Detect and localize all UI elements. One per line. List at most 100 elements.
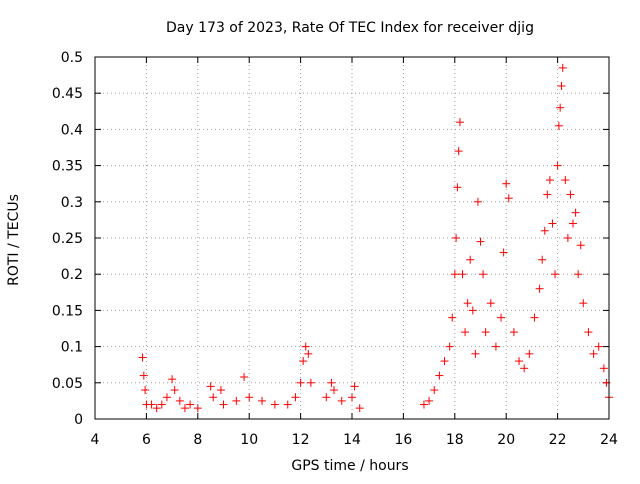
x-tick-label: 12 <box>292 432 310 448</box>
data-point <box>589 349 598 358</box>
data-point <box>574 270 583 279</box>
x-tick-label: 4 <box>91 432 100 448</box>
data-point <box>245 393 254 402</box>
data-point <box>561 176 570 185</box>
data-point <box>569 219 578 228</box>
data-point <box>476 237 485 246</box>
data-point <box>448 313 457 322</box>
data-point <box>594 342 603 351</box>
data-point <box>502 179 511 188</box>
data-point <box>301 342 310 351</box>
data-points <box>138 63 613 413</box>
data-point <box>530 313 539 322</box>
data-point <box>479 270 488 279</box>
data-point <box>579 299 588 308</box>
data-point <box>557 81 566 90</box>
x-tick-label: 20 <box>497 432 515 448</box>
data-point <box>504 194 513 203</box>
data-point <box>435 371 444 380</box>
data-point <box>553 161 562 170</box>
data-point <box>453 183 462 192</box>
data-point <box>481 328 490 337</box>
data-point <box>304 349 313 358</box>
y-tick-label: 0.15 <box>52 303 83 319</box>
data-point <box>355 404 364 413</box>
y-tick-label: 0.4 <box>61 122 83 138</box>
data-point <box>599 364 608 373</box>
y-tick-label: 0.25 <box>52 231 83 247</box>
data-point <box>556 103 565 112</box>
data-point <box>525 349 534 358</box>
data-point <box>540 226 549 235</box>
data-point <box>450 270 459 279</box>
data-point <box>499 248 508 257</box>
grid-lines <box>95 57 609 419</box>
data-point <box>430 386 439 395</box>
data-point <box>322 393 331 402</box>
data-point <box>520 364 529 373</box>
data-point <box>330 386 339 395</box>
chart-title: Day 173 of 2023, Rate Of TEC Index for r… <box>166 20 534 36</box>
data-point <box>327 378 336 387</box>
data-point <box>576 241 585 250</box>
data-point <box>468 306 477 315</box>
data-point <box>348 393 356 402</box>
data-point <box>461 328 470 337</box>
x-tick-label: 14 <box>343 432 361 448</box>
data-point <box>141 386 150 395</box>
plot-frame <box>94 56 610 420</box>
data-point <box>147 400 156 409</box>
data-point <box>216 386 225 395</box>
data-point <box>193 404 202 413</box>
x-tick-label: 22 <box>549 432 567 448</box>
data-point <box>152 404 161 413</box>
data-point <box>538 255 547 264</box>
y-tick-label: 0.35 <box>52 159 83 175</box>
data-point <box>473 197 482 206</box>
data-point <box>206 382 215 391</box>
x-tick-label: 10 <box>240 432 258 448</box>
data-point <box>543 190 552 199</box>
y-tick-label: 0.1 <box>61 340 83 356</box>
data-point <box>209 393 218 402</box>
data-point <box>306 378 315 387</box>
data-point <box>157 400 166 409</box>
data-point <box>138 353 147 362</box>
data-point <box>425 396 434 405</box>
y-tick-label: 0.05 <box>52 376 83 392</box>
data-point <box>458 270 467 279</box>
y-tick-label: 0.5 <box>61 50 83 66</box>
data-point <box>175 396 184 405</box>
data-point <box>180 404 189 413</box>
y-axis-label: ROTI / TECUs <box>6 194 22 286</box>
data-point <box>551 270 560 279</box>
data-point <box>455 118 464 127</box>
y-tick-label: 0.2 <box>61 267 83 283</box>
data-point <box>486 299 495 308</box>
data-point <box>170 386 179 395</box>
data-point <box>548 219 557 228</box>
y-tick-label: 0.45 <box>52 86 83 102</box>
data-point <box>240 373 249 382</box>
x-tick-label: 24 <box>600 432 618 448</box>
data-point <box>584 328 593 337</box>
x-tick-label: 16 <box>394 432 412 448</box>
data-point <box>350 382 359 391</box>
data-point <box>545 176 554 185</box>
data-point <box>270 400 279 409</box>
x-tick-label: 18 <box>446 432 464 448</box>
x-axis-label: GPS time / hours <box>291 458 408 474</box>
data-point <box>491 342 500 351</box>
data-point <box>168 375 177 384</box>
data-point <box>452 234 461 242</box>
y-tick-label: 0 <box>74 412 83 428</box>
y-tick-label: 0.3 <box>61 195 83 211</box>
data-point <box>515 357 524 366</box>
x-tick-label: 6 <box>142 432 151 448</box>
data-point <box>337 396 346 405</box>
data-point <box>571 208 580 217</box>
data-point <box>162 393 171 402</box>
data-point <box>466 255 475 264</box>
